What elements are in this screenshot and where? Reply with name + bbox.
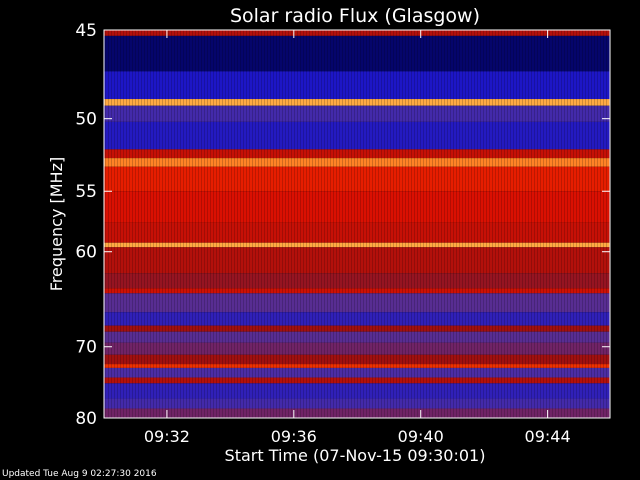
y-tick-label: 80 bbox=[75, 409, 97, 429]
plot-frame bbox=[103, 29, 611, 419]
y-tick-label: 60 bbox=[75, 243, 97, 263]
x-tick-label: 09:40 bbox=[398, 427, 444, 446]
chart-title: Solar radio Flux (Glasgow) bbox=[230, 5, 480, 27]
plot-texture bbox=[104, 30, 610, 418]
x-axis-label: Start Time (07-Nov-15 09:30:01) bbox=[225, 446, 486, 465]
y-axis-label: Frequency [MHz] bbox=[47, 157, 66, 291]
y-tick-label: 70 bbox=[75, 338, 97, 358]
y-tick-label: 50 bbox=[75, 110, 97, 130]
x-tick-label: 09:32 bbox=[144, 427, 190, 446]
y-axis: 45 50 55 60 70 80 bbox=[75, 21, 610, 429]
y-tick-label: 55 bbox=[75, 182, 97, 202]
x-tick-label: 09:44 bbox=[525, 427, 571, 446]
x-tick-label: 09:36 bbox=[271, 427, 317, 446]
x-axis: 09:32 09:36 09:40 09:44 bbox=[144, 30, 571, 446]
y-tick-label: 45 bbox=[75, 21, 97, 41]
updated-timestamp: Updated Tue Aug 9 02:27:30 2016 bbox=[2, 469, 157, 479]
